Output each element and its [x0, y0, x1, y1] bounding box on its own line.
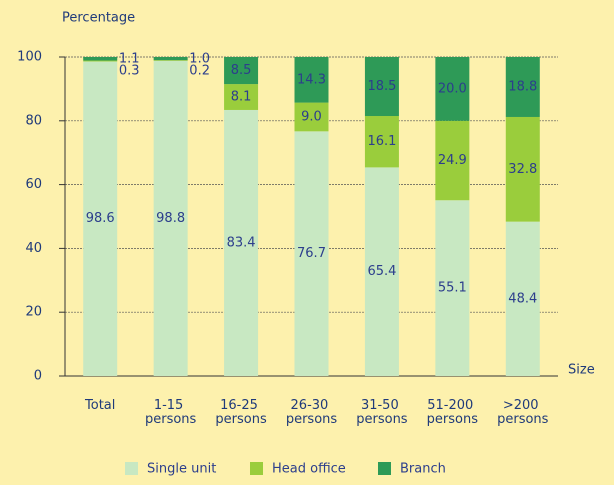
data-label: 98.6: [86, 211, 115, 226]
x-tick-label: 51-200 persons: [427, 398, 479, 427]
x-tick-label: Total: [84, 398, 115, 413]
bar-segment: [435, 57, 470, 121]
data-label: 1.1: [119, 52, 140, 67]
data-label: 76.7: [297, 246, 326, 261]
data-label: 8.5: [231, 63, 252, 78]
bar-segment: [294, 131, 329, 376]
y-tick-label: 20: [25, 305, 42, 320]
bar-segment: [505, 116, 540, 222]
data-label: 98.8: [156, 211, 185, 226]
bar-segment: [153, 57, 188, 61]
data-label: 18.8: [508, 79, 537, 94]
y-tick-label: 80: [25, 113, 42, 128]
x-tick-label: 26-30 persons: [286, 398, 338, 427]
bar-segment: [83, 57, 118, 61]
legend-label: Head office: [272, 462, 346, 477]
bar-segment: [83, 61, 118, 376]
y-tick-label: 40: [25, 241, 42, 256]
bar-segment: [224, 84, 259, 110]
bar-segment: [294, 102, 329, 132]
bar-segment: [224, 57, 259, 85]
y-tick-label: 100: [17, 50, 42, 65]
bar-segment: [364, 167, 399, 376]
x-tick-label: 16-25 persons: [215, 398, 267, 427]
data-label: 9.0: [301, 109, 322, 124]
y-axis-label: Percentage: [62, 11, 135, 26]
bar-segment: [153, 60, 188, 376]
bar-segment: [435, 200, 470, 376]
data-label: 0.2: [189, 64, 210, 79]
data-label: 8.1: [231, 90, 252, 105]
data-label: 0.3: [119, 64, 140, 79]
bar-segment: [435, 120, 470, 201]
legend-swatch: [378, 462, 391, 475]
legend-label: Branch: [400, 462, 446, 477]
data-label: 16.1: [367, 134, 396, 149]
data-label: 83.4: [227, 235, 256, 250]
bar-segment: [505, 57, 540, 117]
x-axis-label: Size: [568, 363, 595, 378]
bar-segment: [153, 60, 188, 61]
x-tick-label: 1-15 persons: [145, 398, 197, 427]
bar-segment: [364, 116, 399, 168]
bar-segment: [505, 221, 540, 376]
legend-label: Single unit: [147, 462, 216, 477]
data-label: 20.0: [438, 81, 467, 96]
x-tick-label: 31-50 persons: [356, 398, 408, 427]
data-label: 32.8: [508, 162, 537, 177]
y-tick-label: 0: [34, 369, 42, 384]
y-tick-label: 60: [25, 177, 42, 192]
bar-segment: [294, 57, 329, 103]
data-label: 55.1: [438, 281, 467, 296]
data-label: 48.4: [508, 291, 537, 306]
legend-swatch: [125, 462, 138, 475]
bar-segment: [83, 60, 118, 62]
legend-swatch: [250, 462, 263, 475]
bar-segment: [364, 57, 399, 117]
data-label: 65.4: [367, 264, 396, 279]
bar-segment: [224, 109, 259, 376]
data-label: 18.5: [367, 79, 396, 94]
data-label: 24.9: [438, 153, 467, 168]
data-label: 14.3: [297, 72, 326, 87]
x-tick-label: >200 persons: [497, 398, 549, 427]
data-label: 1.0: [189, 52, 210, 67]
